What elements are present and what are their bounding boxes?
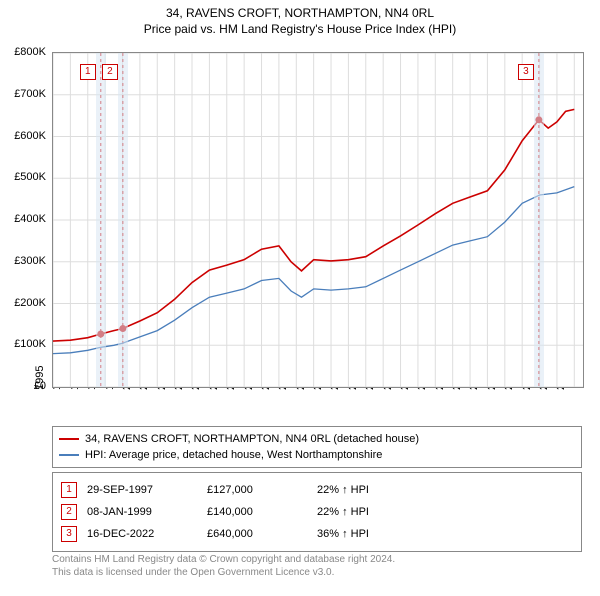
x-tick-label: 1995 bbox=[34, 366, 46, 390]
row-diff: 36% ↑ HPI bbox=[317, 523, 379, 545]
title-subtitle: Price paid vs. HM Land Registry's House … bbox=[0, 22, 600, 36]
table-row: 2 08-JAN-1999£140,00022% ↑ HPI bbox=[61, 501, 379, 523]
y-tick-label: £100K bbox=[6, 338, 46, 350]
transaction-badge-2: 2 bbox=[102, 64, 118, 80]
row-diff: 22% ↑ HPI bbox=[317, 479, 379, 501]
legend-row: HPI: Average price, detached house, West… bbox=[59, 447, 575, 463]
footer-line-2: This data is licensed under the Open Gov… bbox=[52, 567, 334, 578]
y-tick-label: £700K bbox=[6, 88, 46, 100]
row-price: £127,000 bbox=[207, 479, 317, 501]
footer-line-1: Contains HM Land Registry data © Crown c… bbox=[52, 554, 395, 565]
plot-area bbox=[52, 52, 584, 388]
row-price: £640,000 bbox=[207, 523, 317, 545]
row-badge: 1 bbox=[61, 482, 77, 498]
year-highlight-band bbox=[534, 53, 544, 387]
y-tick-label: £600K bbox=[6, 130, 46, 142]
row-date: 29-SEP-1997 bbox=[87, 479, 207, 501]
transaction-table-box: 1 29-SEP-1997£127,00022% ↑ HPI 2 08-JAN-199… bbox=[52, 472, 582, 552]
legend-swatch bbox=[59, 438, 79, 440]
legend-label: HPI: Average price, detached house, West… bbox=[85, 449, 382, 461]
y-tick-label: £800K bbox=[6, 46, 46, 58]
row-diff: 22% ↑ HPI bbox=[317, 501, 379, 523]
table-row: 1 29-SEP-1997£127,00022% ↑ HPI bbox=[61, 479, 379, 501]
legend: 34, RAVENS CROFT, NORTHAMPTON, NN4 0RL (… bbox=[52, 426, 582, 468]
y-tick-label: £400K bbox=[6, 213, 46, 225]
row-badge: 2 bbox=[61, 504, 77, 520]
title-address: 34, RAVENS CROFT, NORTHAMPTON, NN4 0RL bbox=[0, 6, 600, 20]
chart-container: 34, RAVENS CROFT, NORTHAMPTON, NN4 0RL P… bbox=[0, 6, 600, 596]
legend-label: 34, RAVENS CROFT, NORTHAMPTON, NN4 0RL (… bbox=[85, 433, 419, 445]
transaction-badge-3: 3 bbox=[518, 64, 534, 80]
year-highlight-band bbox=[96, 53, 106, 387]
row-badge: 3 bbox=[61, 526, 77, 542]
row-date: 08-JAN-1999 bbox=[87, 501, 207, 523]
plot-svg bbox=[53, 53, 583, 387]
year-highlight-band bbox=[118, 53, 128, 387]
y-tick-label: £200K bbox=[6, 297, 46, 309]
transaction-table: 1 29-SEP-1997£127,00022% ↑ HPI 2 08-JAN-199… bbox=[61, 479, 379, 545]
y-tick-label: £500K bbox=[6, 171, 46, 183]
y-tick-label: £300K bbox=[6, 255, 46, 267]
legend-row: 34, RAVENS CROFT, NORTHAMPTON, NN4 0RL (… bbox=[59, 431, 575, 447]
transaction-badge-1: 1 bbox=[80, 64, 96, 80]
row-date: 16-DEC-2022 bbox=[87, 523, 207, 545]
table-row: 3 16-DEC-2022£640,00036% ↑ HPI bbox=[61, 523, 379, 545]
row-price: £140,000 bbox=[207, 501, 317, 523]
titles: 34, RAVENS CROFT, NORTHAMPTON, NN4 0RL P… bbox=[0, 6, 600, 36]
legend-swatch bbox=[59, 454, 79, 456]
